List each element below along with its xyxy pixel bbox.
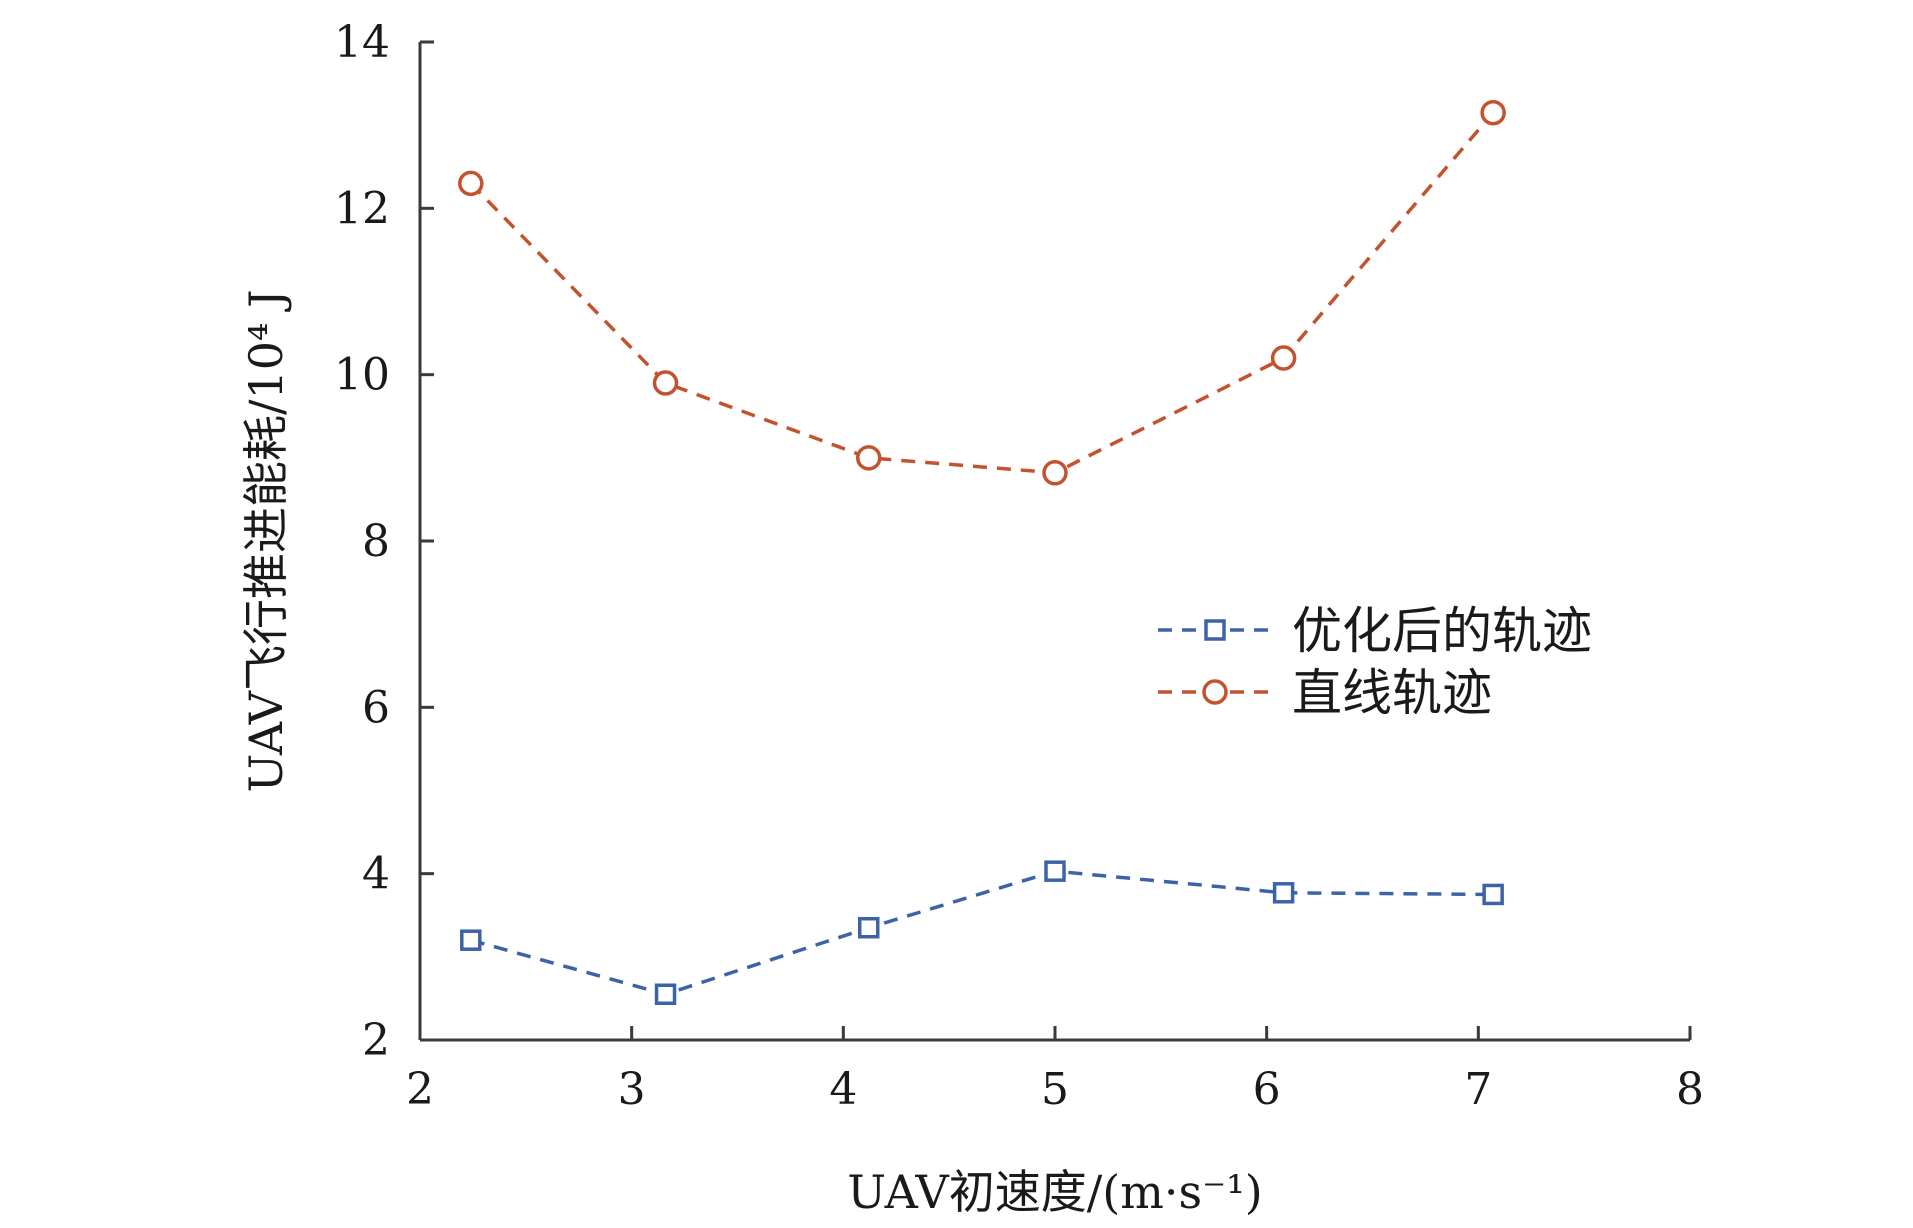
data-point-circle xyxy=(458,170,484,197)
data-point-square xyxy=(1044,860,1066,882)
y-tick-label: 14 xyxy=(334,17,390,68)
data-point-square xyxy=(460,929,482,951)
y-ticks: 2 4 6 8 10 12 14 xyxy=(334,17,434,1066)
x-tick-label: 2 xyxy=(406,1064,434,1115)
x-tick-label: 8 xyxy=(1676,1064,1704,1115)
y-tick-label: 6 xyxy=(362,682,390,733)
legend-marker-square xyxy=(1204,619,1226,641)
data-point-circle xyxy=(652,370,679,396)
series-straight xyxy=(458,99,1506,486)
y-tick-label: 2 xyxy=(362,1015,390,1066)
y-axis-title: UAV飞行推进能耗/10⁴ J xyxy=(239,289,293,792)
y-tick-label: 12 xyxy=(334,183,390,234)
data-point-circle xyxy=(1270,345,1297,371)
series-optimized xyxy=(460,860,1504,1006)
x-ticks: 2 3 4 5 6 7 8 xyxy=(406,1026,1704,1115)
data-point-circle xyxy=(1042,460,1068,486)
series-line xyxy=(469,111,1495,475)
legend-label-straight: 直线轨迹 xyxy=(1292,664,1492,722)
series-line xyxy=(470,869,1494,997)
data-point-square xyxy=(857,916,880,939)
x-tick-label: 5 xyxy=(1041,1064,1069,1115)
data-point-square xyxy=(1482,883,1504,906)
data-point-circle xyxy=(1480,99,1506,126)
data-point-square xyxy=(1272,882,1295,904)
y-tick-label: 10 xyxy=(334,350,390,401)
y-tick-label: 4 xyxy=(362,849,390,900)
x-tick-label: 3 xyxy=(618,1064,646,1115)
x-tick-label: 6 xyxy=(1253,1064,1281,1115)
x-axis-title: UAV初速度/(m·s⁻¹) xyxy=(847,1165,1262,1219)
legend-item-straight: 直线轨迹 xyxy=(1158,664,1492,722)
x-tick-label: 4 xyxy=(829,1064,857,1115)
legend-item-optimized: 优化后的轨迹 xyxy=(1158,602,1592,660)
data-point-circle xyxy=(855,445,882,471)
series-layer xyxy=(458,99,1506,1006)
x-tick-label: 7 xyxy=(1464,1064,1492,1115)
legend-label-optimized: 优化后的轨迹 xyxy=(1292,602,1592,660)
legend-marker-circle xyxy=(1202,679,1228,705)
legend: 优化后的轨迹 直线轨迹 xyxy=(1158,602,1592,722)
y-tick-label: 8 xyxy=(362,516,390,567)
data-point-square xyxy=(654,983,677,1006)
